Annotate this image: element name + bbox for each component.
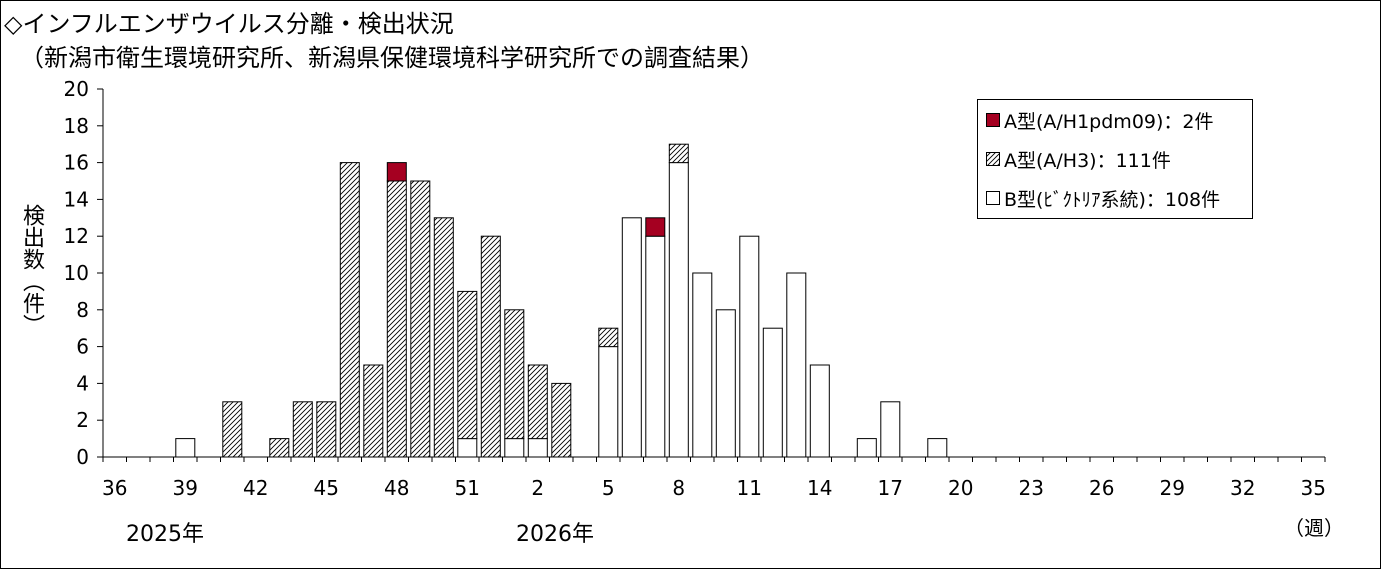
x-tick-label: 11 (737, 476, 762, 500)
y-axis-label: 検出数（件） (19, 204, 44, 336)
bar-b-1 (504, 438, 525, 458)
legend-swatch-h3 (986, 152, 1000, 166)
bar-h3-51 (457, 290, 478, 440)
y-tick-label: 4 (76, 371, 89, 395)
bar-b-16 (856, 438, 877, 458)
bar-h3-8 (668, 143, 689, 164)
y-tick-label: 0 (76, 445, 89, 469)
x-tick-label: 36 (102, 476, 127, 500)
x-tick-label: 5 (602, 476, 615, 500)
bar-b-19 (927, 438, 948, 458)
year-label-2026: 2026年 (516, 522, 594, 547)
y-tick-label: 14 (64, 187, 89, 211)
bar-b-14 (809, 364, 830, 458)
legend-item-b: B型(ﾋﾞｸﾄﾘｱ系統)：108件 (986, 186, 1221, 211)
x-tick-label: 14 (807, 476, 832, 500)
x-tick-label: 17 (878, 476, 903, 500)
bar-b-13 (786, 272, 807, 458)
year-label-2025: 2025年 (126, 522, 204, 547)
bar-h3-43 (269, 438, 290, 458)
y-tick-label: 20 (64, 77, 89, 101)
x-tick-label: 45 (314, 476, 339, 500)
bar-b-6 (621, 217, 642, 458)
x-tick-label: 8 (672, 476, 685, 500)
legend-swatch-b (986, 191, 1000, 205)
bar-h3-3 (551, 382, 572, 458)
bar-h3-47 (363, 364, 384, 458)
bar-h3-50 (433, 217, 454, 458)
bar-b-11 (739, 235, 760, 458)
bar-h3-48 (386, 180, 407, 458)
x-tick-label: 35 (1301, 476, 1326, 500)
legend-swatch-h1 (986, 113, 1000, 127)
bar-b-7 (645, 235, 666, 458)
bar-h3-52 (480, 235, 501, 458)
y-tick-label: 12 (64, 224, 89, 248)
legend-item-h3: A型(A/H3)：111件 (986, 147, 1171, 172)
chart-title: ◇インフルエンザウイルス分離・検出状況 (4, 10, 454, 38)
x-tick-label: 32 (1230, 476, 1255, 500)
bar-h3-46 (339, 162, 360, 458)
x-tick-label: 20 (948, 476, 973, 500)
bar-b-9 (692, 272, 713, 458)
bar-h1-7 (645, 217, 666, 237)
bar-h3-1 (504, 309, 525, 440)
bar-h3-45 (316, 401, 337, 458)
bar-b-51 (457, 438, 478, 458)
legend-label-h3: A型(A/H3)：111件 (1004, 149, 1171, 172)
bar-b-10 (715, 309, 736, 458)
y-tick-label: 8 (76, 298, 89, 322)
bar-b-12 (762, 327, 783, 458)
bar-b-2 (527, 438, 548, 458)
y-tick-label: 2 (76, 408, 89, 432)
x-tick-label: 39 (173, 476, 198, 500)
bar-h3-5 (598, 327, 619, 348)
y-tick-label: 6 (76, 335, 89, 359)
x-tick-label: 42 (243, 476, 268, 500)
legend-label-h1: A型(A/H1pdm09)：2件 (1004, 110, 1214, 133)
bar-b-8 (668, 162, 689, 458)
x-tick-label: 2 (531, 476, 544, 500)
bar-h3-41 (222, 401, 243, 458)
y-tick-label: 10 (64, 261, 89, 285)
legend-label-b: B型(ﾋﾞｸﾄﾘｱ系統)：108件 (1004, 188, 1221, 211)
bar-h3-49 (410, 180, 431, 458)
legend: A型(A/H1pdm09)：2件 A型(A/H3)：111件 B型(ﾋﾞｸﾄﾘｱ… (977, 99, 1253, 219)
bar-b-17 (880, 401, 901, 458)
x-tick-label: 26 (1089, 476, 1114, 500)
x-tick-label: 48 (384, 476, 409, 500)
y-tick-label: 18 (64, 114, 89, 138)
x-tick-label: 51 (455, 476, 480, 500)
bar-h3-2 (527, 364, 548, 440)
chart-subtitle: （新潟市衛生環境研究所、新潟県保健環境科学研究所での調査結果） (20, 44, 764, 72)
bar-b-39 (175, 438, 196, 458)
bar-h1-48 (386, 162, 407, 182)
x-tick-label: 23 (1019, 476, 1044, 500)
bar-b-5 (598, 346, 619, 458)
x-tick-label: 29 (1160, 476, 1185, 500)
legend-item-h1: A型(A/H1pdm09)：2件 (986, 108, 1214, 133)
x-axis-unit: （週） (1284, 516, 1344, 540)
bar-h3-44 (292, 401, 313, 458)
y-tick-label: 16 (64, 151, 89, 175)
